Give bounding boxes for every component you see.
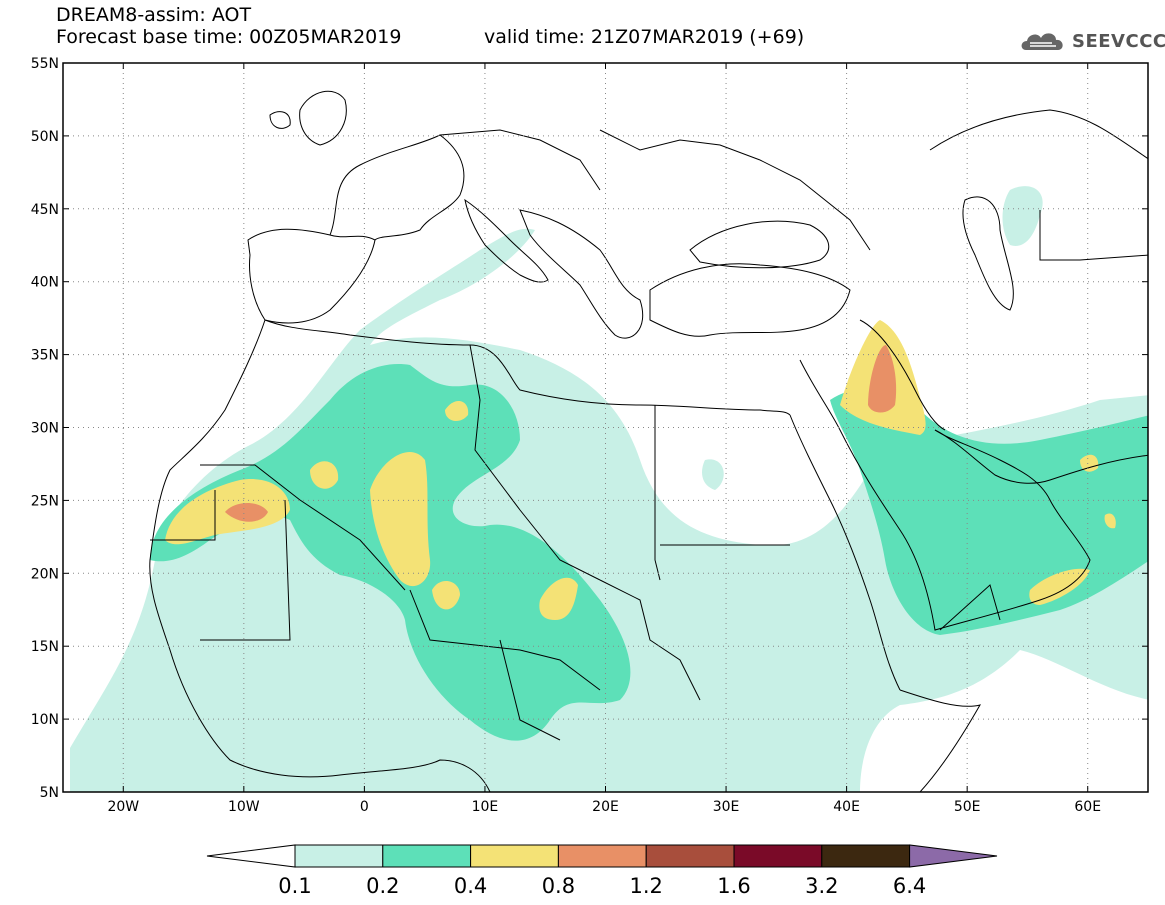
colorbar-swatch: [821, 844, 911, 868]
aot-band-0-1: [70, 186, 1148, 792]
colorbar-swatch: [557, 844, 647, 868]
colorbar-under-arrow: [206, 844, 296, 868]
cloud-logo-icon: [1021, 33, 1063, 50]
longitude-labels: 20W 10W 0 10E 20E 30E 40E 50E 60E: [107, 799, 1101, 815]
lat-label: 15N: [31, 639, 59, 655]
lon-label: 40E: [833, 799, 860, 815]
lon-label: 20W: [107, 799, 139, 815]
colorbar: [206, 844, 998, 868]
aot-band-0-8: [225, 345, 897, 522]
seevccc-logo: SEEVCCC: [1018, 26, 1165, 56]
lat-label: 30N: [31, 421, 59, 437]
lon-label: 10E: [472, 799, 499, 815]
colorbar-labels: 0.1 0.2 0.4 0.8 1.2 1.6 3.2 6.4: [278, 874, 926, 898]
lat-label: 55N: [31, 56, 59, 72]
lat-label: 25N: [31, 493, 59, 509]
lat-label: 45N: [31, 202, 59, 218]
lon-label: 30E: [713, 799, 740, 815]
colorbar-label: 1.2: [629, 874, 662, 898]
colorbar-label: 0.2: [366, 874, 399, 898]
lat-label: 40N: [31, 275, 59, 291]
colorbar-swatch: [470, 844, 559, 868]
logo-text: SEEVCCC: [1072, 30, 1165, 52]
colorbar-label: 0.8: [542, 874, 575, 898]
colorbar-over-arrow: [909, 844, 998, 868]
colorbar-swatch: [294, 844, 384, 868]
lon-label: 10W: [228, 799, 260, 815]
valid-time-label: valid time: 21Z07MAR2019 (+69): [484, 26, 805, 48]
colorbar-swatch: [733, 844, 823, 868]
map-title: DREAM8-assim: AOT: [56, 4, 252, 26]
colorbar-label: 0.4: [454, 874, 487, 898]
colorbar-swatch: [382, 844, 472, 868]
latitude-labels: 55N 50N 45N 40N 35N 30N 25N 20N 15N 10N 5N: [31, 56, 59, 801]
lon-label: 60E: [1074, 799, 1101, 815]
lat-label: 35N: [31, 348, 59, 364]
lat-label: 20N: [31, 566, 59, 582]
colorbar-label: 6.4: [893, 874, 926, 898]
colorbar-label: 1.6: [717, 874, 750, 898]
lon-label: 50E: [954, 799, 981, 815]
map-header: DREAM8-assim: AOT Forecast base time: 00…: [56, 4, 401, 48]
base-time-label: Forecast base time: 00Z05MAR2019: [56, 26, 402, 48]
colorbar-swatch: [645, 844, 735, 868]
lat-label: 50N: [31, 129, 59, 145]
graticule: [63, 62, 1148, 793]
colorbar-label: 3.2: [805, 874, 838, 898]
lat-label: 5N: [40, 785, 59, 801]
colorbar-label: 0.1: [278, 874, 311, 898]
lon-label: 0: [360, 799, 369, 815]
lat-label: 10N: [31, 712, 59, 728]
lon-label: 20E: [592, 799, 619, 815]
